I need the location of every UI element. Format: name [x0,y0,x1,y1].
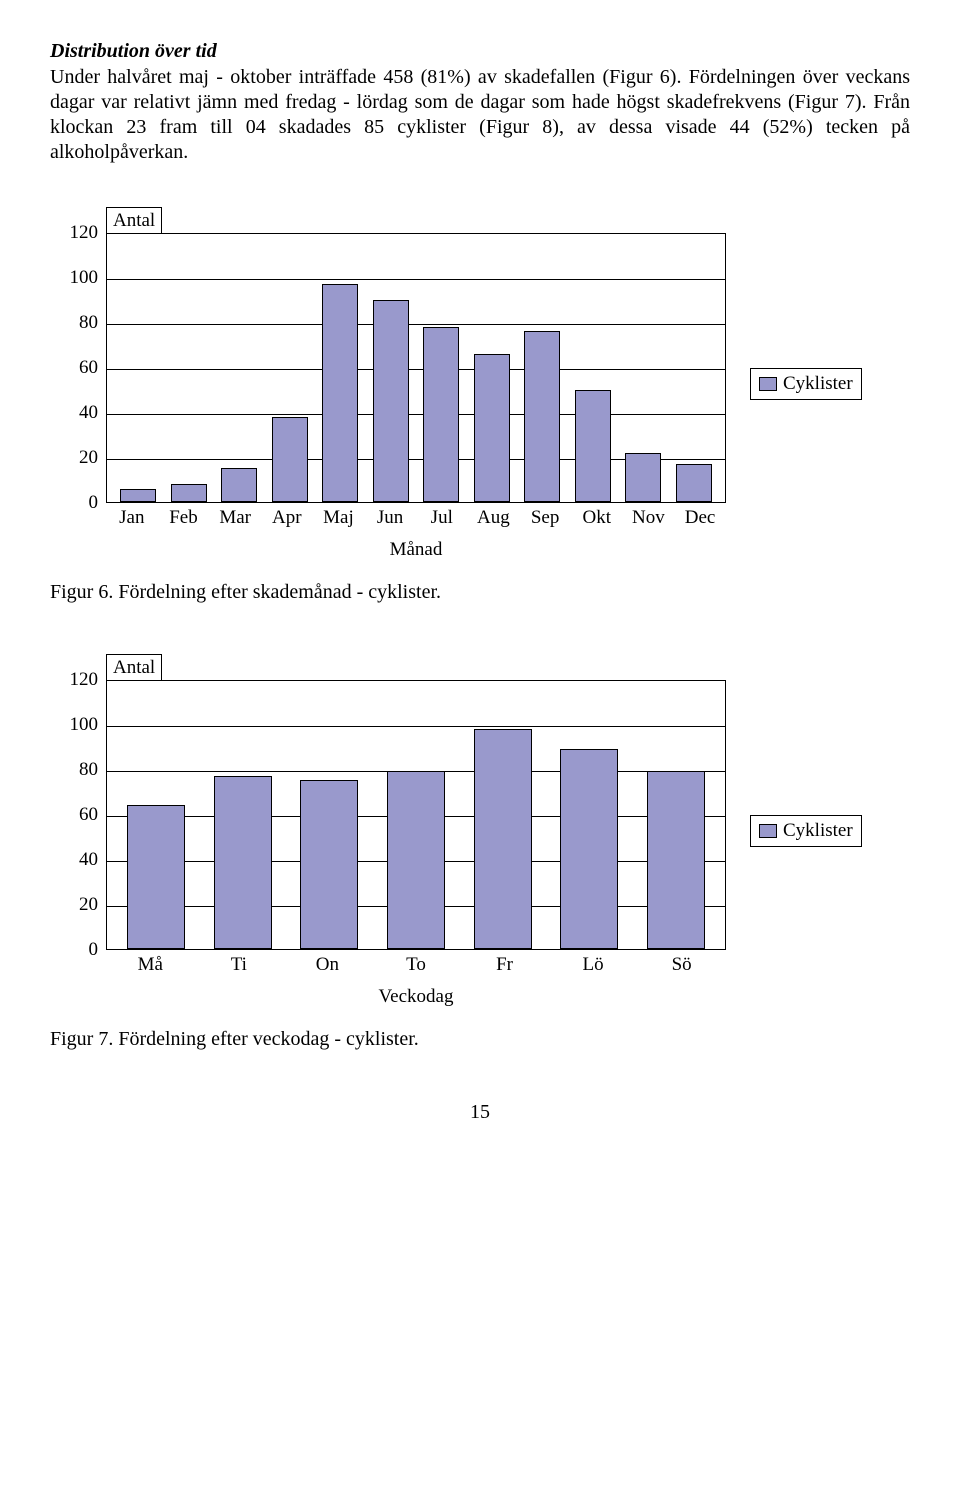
x-tick-label: Lö [564,954,622,976]
page-number: 15 [50,1101,910,1124]
chart-legend: Cyklister [750,368,862,400]
y-tick-label: 0 [89,939,99,961]
bar [474,354,510,503]
bar [560,749,618,949]
y-tick-label: 40 [79,402,98,424]
x-tick-label: To [387,954,445,976]
bar [300,780,358,949]
y-tick-label: 100 [70,714,99,736]
chart-legend: Cyklister [750,815,862,847]
y-tick-label: 60 [79,804,98,826]
y-axis-title: Antal [106,654,162,680]
x-tick-label: Mar [217,507,253,529]
y-axis-ticks: 020406080100120 [50,680,98,950]
bar [120,489,156,503]
y-tick-label: 0 [89,492,99,514]
x-tick-label: Maj [320,507,356,529]
legend-swatch [759,824,777,838]
body-paragraph: Under halvåret maj - oktober inträffade … [50,65,910,165]
x-tick-label: Okt [579,507,615,529]
x-tick-label: Sö [653,954,711,976]
plot-area [106,233,726,503]
x-tick-label: Må [121,954,179,976]
x-axis-title: Månad [106,539,726,561]
x-tick-label: Feb [165,507,201,529]
x-tick-label: On [298,954,356,976]
y-tick-label: 40 [79,849,98,871]
x-tick-label: Aug [475,507,511,529]
chart-month: Antal 0 20 40 60 80 100 120 Jan Feb Mar Apr Maj Jun… [50,207,910,561]
bar [625,453,661,503]
bars-container [107,234,725,502]
bar [127,805,185,949]
bar [575,390,611,503]
legend-swatch [759,377,777,391]
bars-container [107,681,725,949]
x-axis-ticks: Jan Feb Mar Apr Maj Jun Jul Aug Sep Okt Nov Dec [106,507,726,529]
x-tick-label: Nov [630,507,666,529]
x-axis-title: Veckodag [106,986,726,1008]
bar [322,284,358,502]
bar [387,771,445,949]
x-tick-label: Dec [682,507,718,529]
y-tick-label: 20 [79,894,98,916]
bar [423,327,459,503]
legend-label: Cyklister [783,373,853,395]
bar [373,300,409,503]
chart-weekday: Antal 0 20 40 60 80 100 120 Må Ti On To Fr Lö Sö Vec… [50,654,910,1008]
x-tick-label: Ti [210,954,268,976]
bar [676,464,712,502]
bar [221,468,257,502]
y-tick-label: 80 [79,759,98,781]
x-axis-ticks: Må Ti On To Fr Lö Sö [106,954,726,976]
y-tick-label: 120 [70,669,99,691]
legend-label: Cyklister [783,820,853,842]
figure-caption-7: Figur 7. Fördelning efter veckodag - cyk… [50,1028,910,1051]
x-tick-label: Jun [372,507,408,529]
bar [171,484,207,502]
x-tick-label: Sep [527,507,563,529]
x-tick-label: Fr [476,954,534,976]
bar [272,417,308,503]
y-tick-label: 80 [79,312,98,334]
y-tick-label: 60 [79,357,98,379]
y-axis-ticks: 020406080100120 [50,233,98,503]
section-heading: Distribution över tid [50,40,910,63]
y-tick-label: 20 [79,447,98,469]
y-tick-label: 120 [70,222,99,244]
x-tick-label: Jan [114,507,150,529]
bar [474,729,532,950]
bar [214,776,272,949]
y-axis-title: Antal [106,207,162,233]
x-tick-label: Apr [269,507,305,529]
x-tick-label: Jul [424,507,460,529]
y-tick-label: 100 [70,267,99,289]
bar [647,771,705,949]
bar [524,331,560,502]
plot-area [106,680,726,950]
figure-caption-6: Figur 6. Fördelning efter skademånad - c… [50,581,910,604]
